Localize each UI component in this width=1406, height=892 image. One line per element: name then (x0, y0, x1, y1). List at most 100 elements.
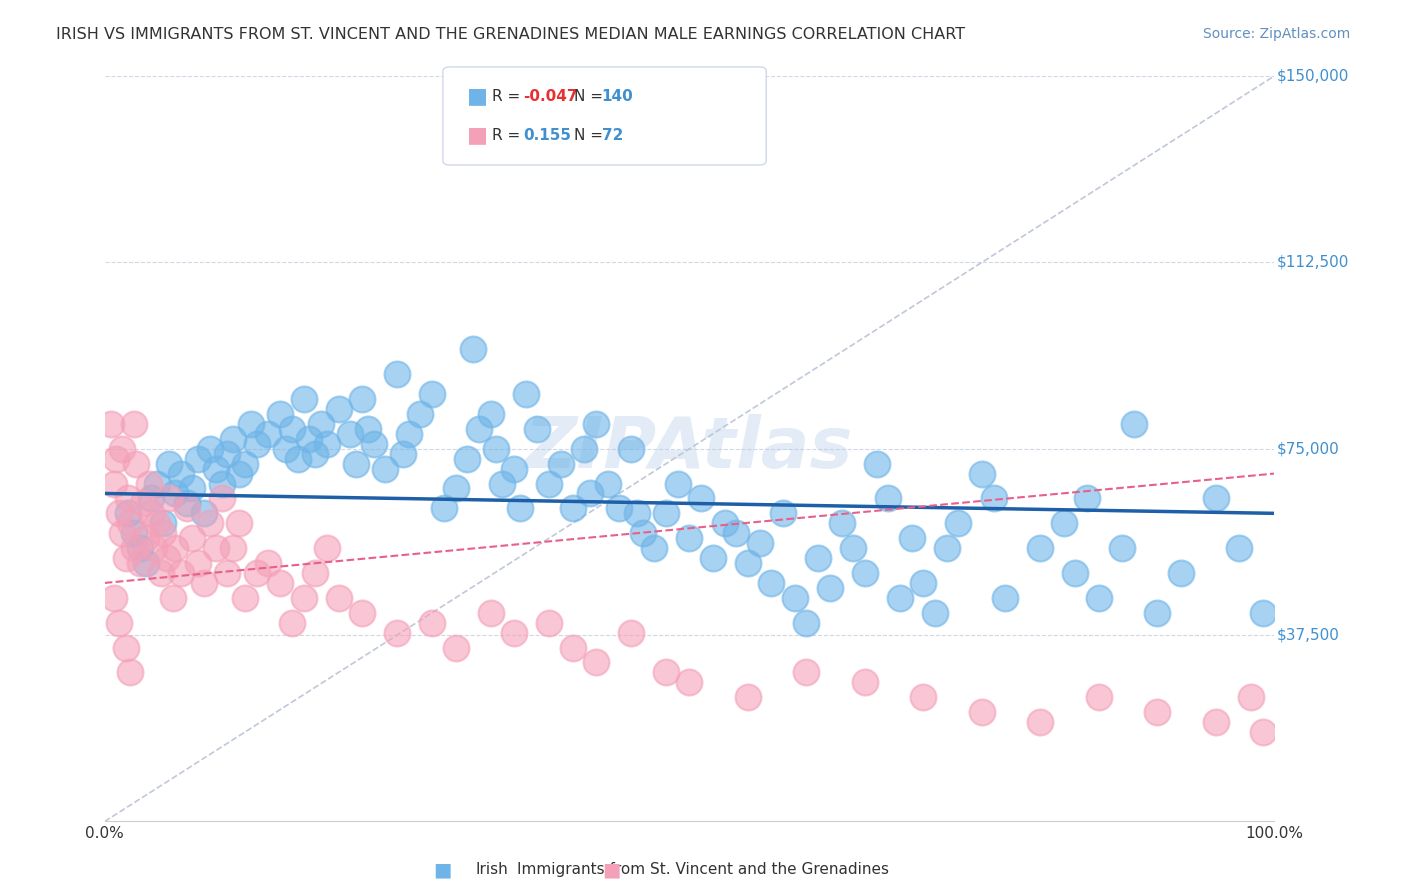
Point (561, 640, 583, 655)
Point (643, 541, 665, 555)
Point (339, 426, 361, 441)
Point (900, 531, 922, 545)
Point (666, 476, 689, 491)
Point (181, 531, 204, 545)
Point (246, 436, 269, 450)
Point (503, 625, 526, 640)
Point (246, 566, 269, 580)
Point (678, 531, 700, 545)
Point (1111, 541, 1133, 555)
Point (631, 526, 654, 541)
Point (287, 451, 309, 466)
Point (170, 467, 193, 481)
Text: $37,500: $37,500 (1277, 628, 1340, 642)
Point (620, 442, 643, 456)
Point (461, 343, 484, 357)
Point (120, 665, 142, 680)
Point (120, 516, 142, 531)
Point (853, 566, 876, 580)
Point (1205, 714, 1227, 729)
Point (409, 407, 432, 421)
Text: $75,000: $75,000 (1277, 442, 1340, 456)
Point (228, 516, 250, 531)
Point (107, 615, 129, 630)
Point (163, 486, 186, 500)
Point (274, 442, 297, 456)
Point (737, 690, 759, 705)
Point (114, 640, 136, 655)
Point (398, 426, 420, 441)
Point (141, 491, 163, 506)
Point (748, 536, 770, 550)
Point (103, 591, 125, 605)
Point (485, 442, 508, 456)
Point (1251, 606, 1274, 620)
Point (281, 615, 304, 630)
Point (135, 556, 157, 570)
Point (655, 506, 678, 520)
Point (912, 690, 935, 705)
Point (433, 501, 456, 516)
Point (1205, 491, 1227, 506)
Point (228, 467, 250, 481)
Point (111, 526, 134, 541)
Point (509, 501, 531, 516)
Point (193, 575, 215, 590)
Text: -0.047: -0.047 (523, 89, 578, 103)
Point (579, 486, 602, 500)
Point (269, 575, 291, 590)
Point (176, 501, 198, 516)
Point (607, 501, 630, 516)
Point (111, 442, 134, 456)
Point (146, 516, 169, 531)
Point (222, 432, 245, 446)
Point (156, 551, 179, 566)
Point (211, 476, 233, 491)
Point (1029, 541, 1052, 555)
Point (304, 447, 326, 461)
Point (538, 476, 561, 491)
Point (1064, 566, 1087, 580)
Point (117, 491, 139, 506)
Point (157, 457, 180, 471)
Point (620, 625, 643, 640)
Text: ZIPAtlas: ZIPAtlas (526, 414, 853, 483)
Text: 72: 72 (602, 128, 623, 143)
Point (170, 566, 193, 580)
Point (117, 506, 139, 520)
Point (138, 476, 160, 491)
Point (713, 516, 735, 531)
Point (737, 556, 759, 570)
Point (298, 432, 321, 446)
Point (211, 491, 233, 506)
Point (344, 457, 367, 471)
Point (818, 581, 841, 595)
Point (948, 516, 970, 531)
Point (761, 575, 783, 590)
Point (157, 491, 180, 506)
Text: $112,500: $112,500 (1277, 255, 1348, 270)
Point (217, 566, 239, 580)
Point (865, 457, 887, 471)
Point (222, 541, 245, 555)
Text: ■: ■ (433, 860, 453, 880)
Point (1227, 541, 1250, 555)
Point (152, 516, 174, 531)
Point (239, 417, 262, 431)
Point (374, 461, 396, 475)
Point (292, 392, 315, 406)
Point (420, 615, 443, 630)
Point (122, 417, 145, 431)
Text: Source: ZipAtlas.com: Source: ZipAtlas.com (1202, 27, 1350, 41)
Point (233, 591, 256, 605)
Text: N =: N = (574, 89, 607, 103)
Point (1122, 417, 1144, 431)
Point (444, 640, 467, 655)
Point (538, 615, 561, 630)
Point (114, 551, 136, 566)
Point (128, 556, 150, 570)
Point (468, 422, 491, 436)
Point (574, 442, 596, 456)
Point (217, 447, 239, 461)
Point (142, 541, 165, 555)
